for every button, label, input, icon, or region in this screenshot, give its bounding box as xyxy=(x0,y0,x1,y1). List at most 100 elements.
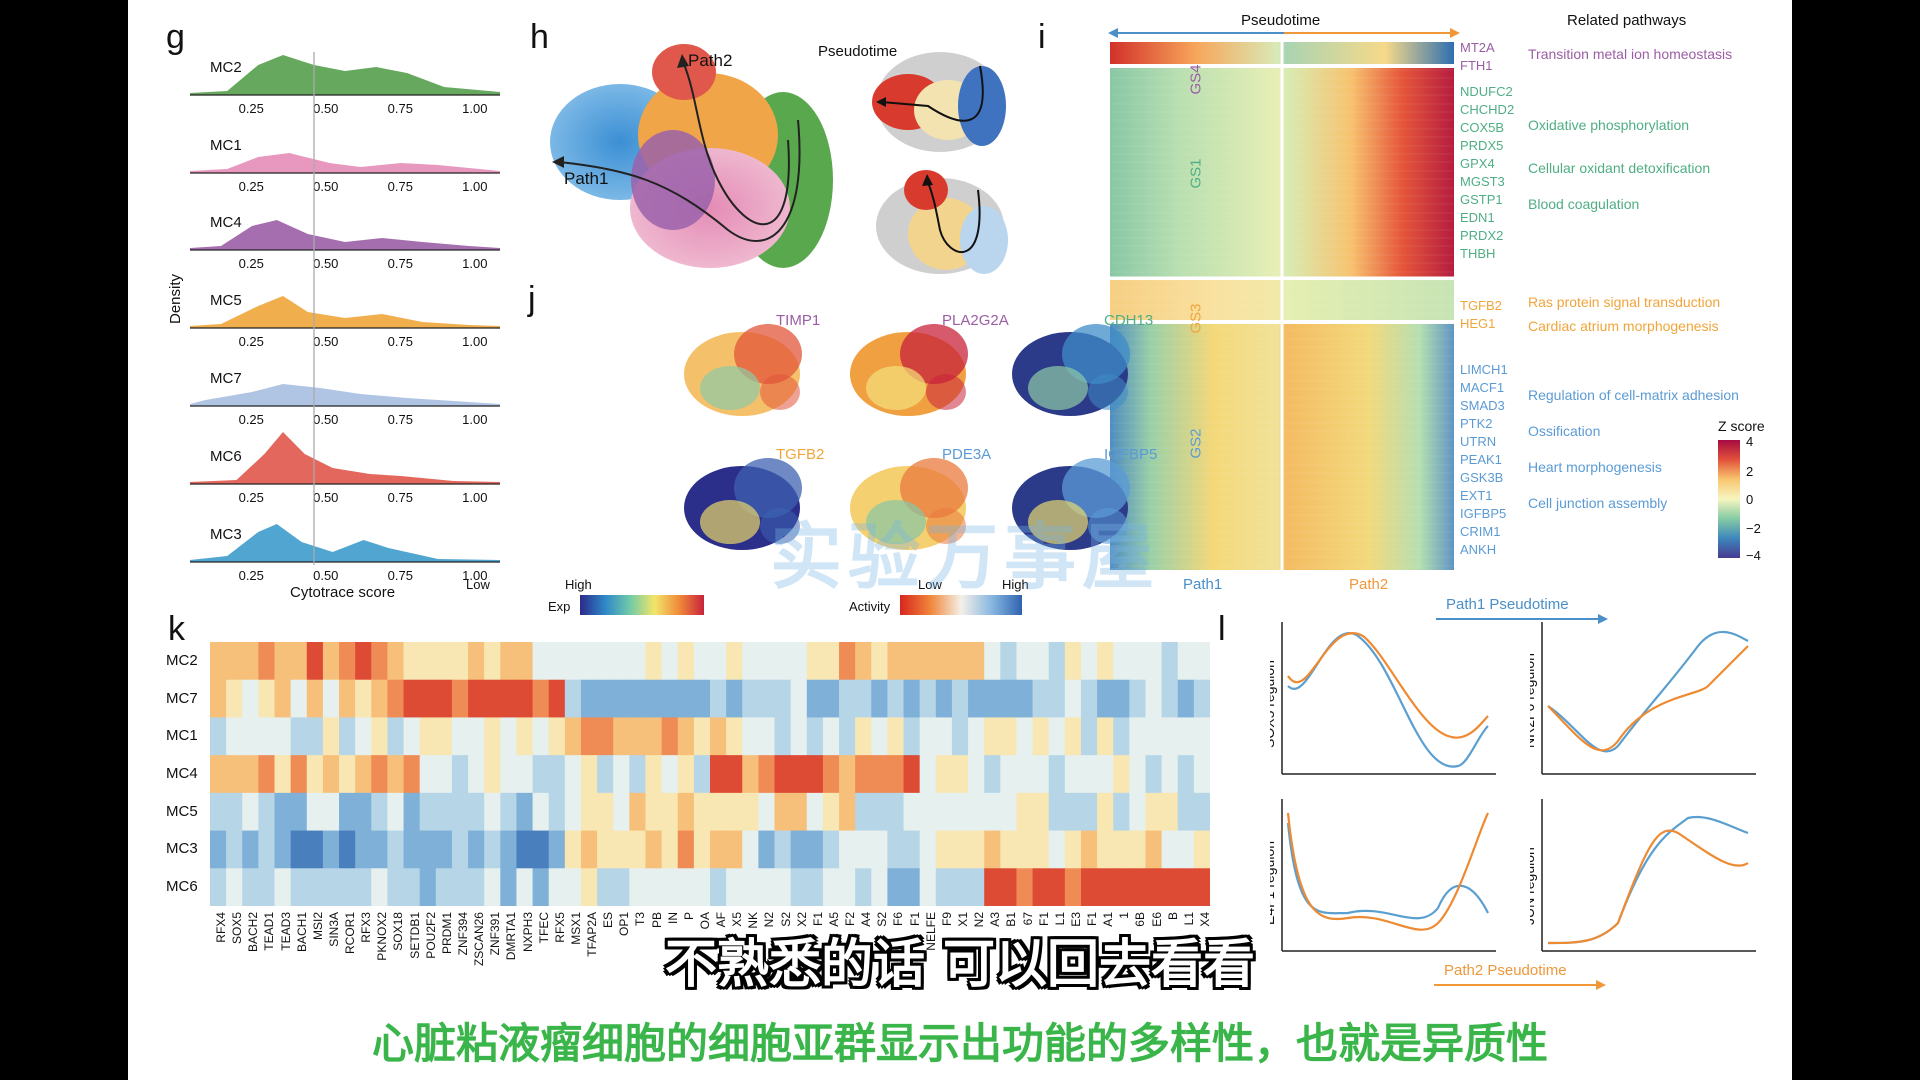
heatmap-cell xyxy=(1177,679,1195,718)
heatmap-cell xyxy=(629,755,646,794)
heatmap-cell xyxy=(968,679,985,718)
heatmap-cell xyxy=(726,792,743,832)
path2-curve xyxy=(1547,829,1749,945)
heatmap-cell xyxy=(564,868,582,907)
regulon-line-plot: SOX5 regulon xyxy=(1270,622,1496,775)
heatmap-cell xyxy=(968,717,985,756)
gene-label: EDN1 xyxy=(1460,210,1495,225)
heatmap-cell xyxy=(645,679,663,718)
heatmap-cell xyxy=(984,755,1001,794)
heatmap-cell xyxy=(339,679,356,718)
heatmap-cell xyxy=(1145,642,1163,681)
heatmap-cell xyxy=(710,792,727,832)
heatmap-cell xyxy=(306,679,324,718)
heatmap-cell xyxy=(1161,717,1179,756)
heatmap-cell xyxy=(484,755,501,794)
heatmap-cell xyxy=(1032,642,1050,681)
heatmap-cell xyxy=(710,717,727,756)
panel-label-g: g xyxy=(166,18,185,56)
heatmap-cell xyxy=(1000,679,1017,718)
path1-pseudotime-label: Path1 Pseudotime xyxy=(1446,596,1569,613)
exp-colorbar xyxy=(580,595,704,615)
heatmap-cell xyxy=(1129,642,1146,681)
heatmap-cell xyxy=(984,717,1001,756)
feature-umap-timp1 xyxy=(684,324,802,416)
density-tick-label: 0.75 xyxy=(388,101,413,116)
path2-pseudotime-label: Path2 Pseudotime xyxy=(1444,962,1567,979)
heatmap-cell xyxy=(1129,755,1146,794)
heatmap-cell xyxy=(984,830,1001,869)
density-row-label: MC4 xyxy=(210,214,242,231)
heatmap-cell xyxy=(258,679,276,718)
pathway-label: Regulation of cell-matrix adhesion xyxy=(1528,387,1739,403)
density-tick-label: 0.50 xyxy=(313,334,338,349)
heatmap-cell xyxy=(710,830,727,869)
heatmap-cell xyxy=(1048,642,1066,681)
heatmap-cell xyxy=(919,755,937,794)
heatmap-cell xyxy=(1032,755,1050,794)
heatmap-cell xyxy=(403,830,421,869)
heatmap-cell xyxy=(1193,642,1211,681)
heatmap-cell xyxy=(1032,717,1050,756)
heatmap-cell xyxy=(484,717,501,756)
heatmap-cell xyxy=(468,679,485,718)
heatmap-cell xyxy=(580,868,598,907)
heatmap-cell xyxy=(742,755,759,794)
density-tick-label: 0.50 xyxy=(313,101,338,116)
pseudotime-title: Pseudotime xyxy=(818,43,898,60)
path2-pseudotime-arrow xyxy=(1434,980,1606,990)
density-tick-label: 0.75 xyxy=(388,490,413,505)
heatmap-cell xyxy=(242,717,259,756)
heatmap-cell xyxy=(355,830,372,869)
heatmap-cell xyxy=(371,755,388,794)
heatmap-cell xyxy=(613,679,630,718)
heatmap-cell xyxy=(1161,868,1179,907)
density-tick-label: 0.50 xyxy=(313,568,338,583)
exp-legend-low: Low xyxy=(466,577,490,592)
heatmap-cell xyxy=(822,792,840,832)
exp-legend-high: High xyxy=(565,577,592,592)
heatmap-cell xyxy=(564,642,582,681)
heatmap-cell xyxy=(516,679,534,718)
pathway-label: Ras protein signal transduction xyxy=(1528,294,1721,310)
heatmap-cell xyxy=(726,755,743,794)
density-tick-label: 0.25 xyxy=(239,179,264,194)
heatmap-cell xyxy=(758,755,776,794)
heatmap-cell xyxy=(693,642,711,681)
regulon-row-label: MC2 xyxy=(166,651,198,669)
heatmap-cell xyxy=(403,755,421,794)
heatmap-cell xyxy=(710,755,727,794)
video-caption: 心脏粘液瘤细胞的细胞亚群显示出功能的多样性，也就是异质性 xyxy=(371,1019,1548,1068)
heatmap-cell xyxy=(677,792,695,832)
density-row-label: MC6 xyxy=(210,448,242,465)
heatmap-cell xyxy=(419,830,437,869)
heatmap-cell xyxy=(468,868,485,907)
heatmap-cell xyxy=(726,830,743,869)
density-tick-label: 1.00 xyxy=(462,490,487,505)
pathway-label: Cellular oxidant detoxification xyxy=(1528,160,1711,176)
heatmap-cell xyxy=(1048,868,1066,907)
density-tick-label: 0.75 xyxy=(388,256,413,271)
heatmap-i-path1-label: Path1 xyxy=(1183,576,1223,593)
trajectory-path1 xyxy=(559,119,801,242)
heatmap-cell xyxy=(774,792,792,832)
heatmap-cell xyxy=(435,717,453,756)
regulon-ylabel: E4F1 regulon xyxy=(1270,841,1277,925)
heatmap-cell xyxy=(355,642,372,681)
heatmap-cell xyxy=(290,755,308,794)
density-tick-label: 0.50 xyxy=(313,490,338,505)
heatmap-cell xyxy=(758,642,776,681)
heatmap-cell xyxy=(1000,792,1017,832)
zscore-colorbar xyxy=(1718,440,1740,558)
heatmap-cell xyxy=(435,642,453,681)
heatmap-cell xyxy=(258,830,276,869)
umap-cluster-red xyxy=(652,44,716,100)
density-tick-label: 0.25 xyxy=(239,412,264,427)
heatmap-cell xyxy=(597,868,614,907)
heatmap-cell xyxy=(1129,679,1146,718)
heatmap-cell xyxy=(451,717,469,756)
heatmap-cell xyxy=(822,717,840,756)
feature-gene-label: PLA2G2A xyxy=(942,312,1009,329)
heatmap-cell xyxy=(871,830,888,869)
density-xlabel: Cytotrace score xyxy=(290,584,395,601)
